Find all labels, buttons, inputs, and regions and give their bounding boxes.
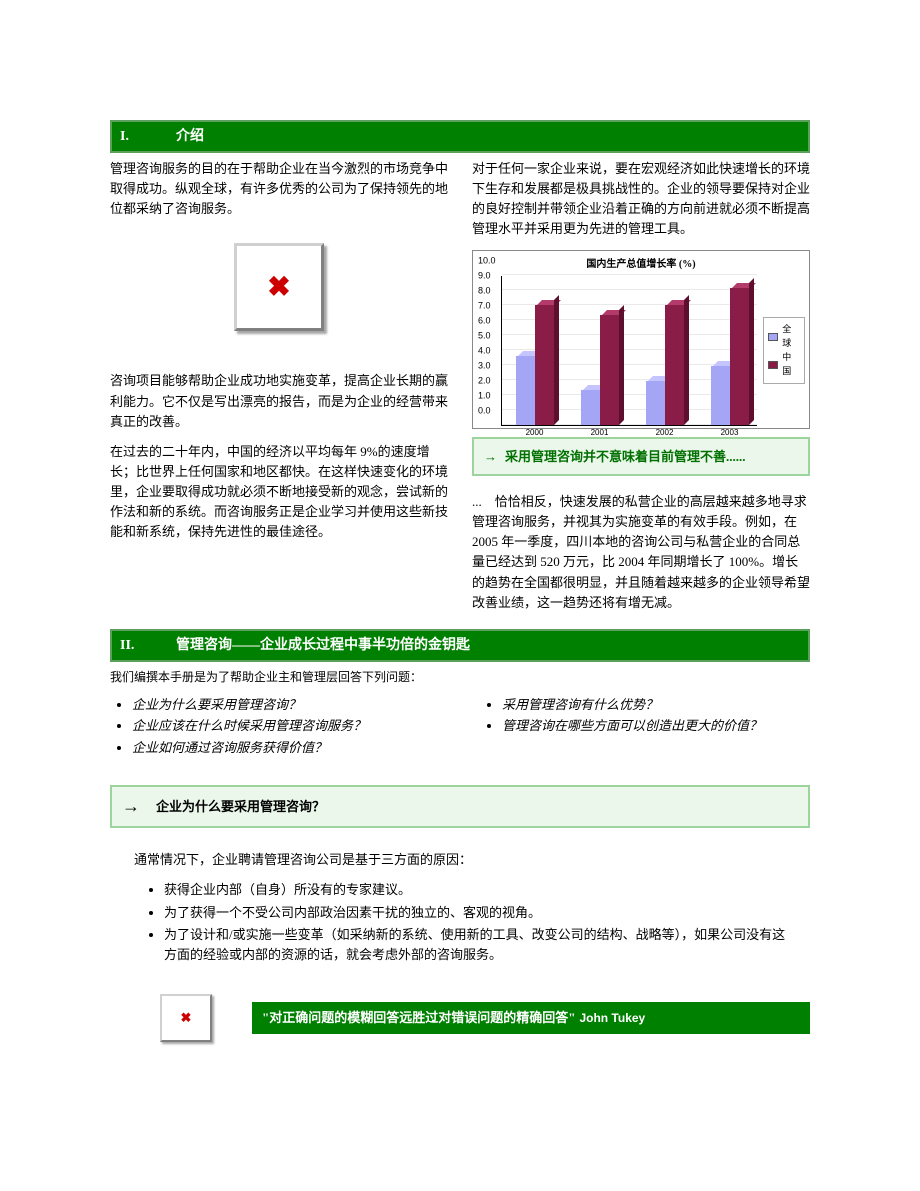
y-axis-label: 8.0: [478, 284, 491, 298]
question-item: 企业为什么要采用管理咨询？: [132, 695, 440, 715]
broken-image-icon: ✖: [267, 266, 290, 308]
chart-bar: [711, 366, 730, 425]
question-item: 企业应该在什么时候采用管理咨询服务？: [132, 716, 440, 736]
x-axis-label: 2001: [576, 427, 624, 439]
quote-bar: "对正确问题的模糊回答远胜过对错误问题的精确回答" John Tukey: [252, 1002, 810, 1034]
question-callout: → 企业为什么要采用管理咨询？: [110, 785, 810, 828]
section-2-header: II. 管理咨询――企业成长过程中事半功倍的金钥匙: [110, 629, 810, 662]
section-1-header: I. 介绍: [110, 120, 810, 153]
gdp-growth-chart: 国内生产总值增长率 (%) 0.01.02.03.04.05.06.07.08.…: [472, 250, 810, 429]
y-axis-label: 10.0: [478, 254, 496, 268]
section-1-right: 对于任何一家企业来说，要在宏观经济如此快速增长的环境下生存和发展都是极具挑战性的…: [472, 159, 810, 623]
quote-text: "对正确问题的模糊回答远胜过对错误问题的精确回答": [262, 1008, 575, 1028]
reasons-intro: 通常情况下，企业聘请管理咨询公司是基于三方面的原因：: [134, 850, 798, 870]
section-1-body: 管理咨询服务的目的在于帮助企业在当今激烈的市场竞争中取得成功。纵观全球，有许多优…: [110, 159, 810, 623]
y-axis-label: 3.0: [478, 359, 491, 373]
section-2-intro: 我们编撰本手册是为了帮助企业主和管理层回答下列问题：: [110, 668, 810, 687]
quote-row: ✖ "对正确问题的模糊回答远胜过对错误问题的精确回答" John Tukey: [110, 994, 810, 1042]
callout-text: 采用管理咨询并不意味着目前管理不善......: [505, 449, 746, 464]
broken-image-small: ✖: [160, 994, 212, 1042]
broken-image-icon: ✖: [181, 1008, 192, 1028]
chart-bar: [665, 305, 684, 425]
y-axis-label: 9.0: [478, 269, 491, 283]
question-item: 采用管理咨询有什么优势？: [502, 695, 810, 715]
y-axis-label: 7.0: [478, 299, 491, 313]
section-1-number: I.: [120, 126, 176, 147]
y-axis-label: 1.0: [478, 389, 491, 403]
arrow-icon: →: [484, 449, 497, 464]
reasons-list: 获得企业内部（自身）所没有的专家建议。为了获得一个不受公司内部政治因素干扰的独立…: [134, 880, 798, 964]
chart-bar: [516, 356, 535, 425]
questions-right: 采用管理咨询有什么优势？管理咨询在哪些方面可以创造出更大的价值？: [480, 693, 810, 760]
y-axis-label: 4.0: [478, 344, 491, 358]
right-paragraph-1: 对于任何一家企业来说，要在宏观经济如此快速增长的环境下生存和发展都是极具挑战性的…: [472, 159, 810, 240]
chart-plot-area: 0.01.02.03.04.05.06.07.08.09.010.0200020…: [501, 276, 757, 426]
quote-author: John Tukey: [579, 1009, 645, 1027]
broken-image-placeholder: ✖: [234, 243, 324, 331]
x-axis-label: 2002: [641, 427, 689, 439]
legend-item: 全球: [768, 323, 800, 350]
x-axis-label: 2003: [706, 427, 754, 439]
reason-item: 为了获得一个不受公司内部政治因素干扰的独立的、客观的视角。: [164, 903, 798, 923]
intro-paragraph-1: 管理咨询服务的目的在于帮助企业在当今激烈的市场竞争中取得成功。纵观全球，有许多优…: [110, 159, 448, 219]
questions-left: 企业为什么要采用管理咨询？企业应该在什么时候采用管理咨询服务？企业如何通过咨询服…: [110, 693, 440, 760]
callout-box: → 采用管理咨询并不意味着目前管理不善......: [472, 437, 810, 477]
chart-bar: [646, 381, 665, 425]
intro-paragraph-3: 在过去的二十年内，中国的经济以平均每年 9%的速度增长；比世界上任何国家和地区都…: [110, 442, 448, 543]
chart-bar: [600, 315, 619, 425]
reason-item: 获得企业内部（自身）所没有的专家建议。: [164, 880, 798, 900]
section-1-left: 管理咨询服务的目的在于帮助企业在当今激烈的市场竞争中取得成功。纵观全球，有许多优…: [110, 159, 448, 623]
right-paragraph-2: ... 恰恰相反，快速发展的私营企业的高层越来越多地寻求管理咨询服务，并视其为实…: [472, 492, 810, 613]
question-text: 企业为什么要采用管理咨询？: [156, 797, 325, 817]
section-1-title: 介绍: [176, 126, 204, 147]
y-axis-label: 6.0: [478, 314, 491, 328]
legend-item: 中国: [768, 351, 800, 378]
y-axis-label: 5.0: [478, 329, 491, 343]
reasons-block: 通常情况下，企业聘请管理咨询公司是基于三方面的原因： 获得企业内部（自身）所没有…: [110, 850, 810, 964]
question-item: 企业如何通过咨询服务获得价值？: [132, 738, 440, 758]
section-2-title: 管理咨询――企业成长过程中事半功倍的金钥匙: [176, 635, 470, 656]
chart-bar: [581, 390, 600, 425]
questions-columns: 企业为什么要采用管理咨询？企业应该在什么时候采用管理咨询服务？企业如何通过咨询服…: [110, 689, 810, 768]
intro-paragraph-2: 咨询项目能够帮助企业成功地实施变革，提高企业长期的赢利能力。它不仅是写出漂亮的报…: [110, 371, 448, 431]
chart-legend: 全球中国: [763, 317, 805, 384]
chart-bar: [535, 305, 554, 425]
question-item: 管理咨询在哪些方面可以创造出更大的价值？: [502, 716, 810, 736]
section-2-number: II.: [120, 635, 176, 656]
chart-title: 国内生产总值增长率 (%): [477, 257, 805, 272]
reason-item: 为了设计和/或实施一些变革（如采纳新的系统、使用新的工具、改变公司的结构、战略等…: [164, 925, 798, 964]
arrow-icon: →: [122, 793, 156, 820]
y-axis-label: 0.0: [478, 404, 491, 418]
y-axis-label: 2.0: [478, 374, 491, 388]
x-axis-label: 2000: [511, 427, 559, 439]
chart-bar: [730, 288, 749, 425]
